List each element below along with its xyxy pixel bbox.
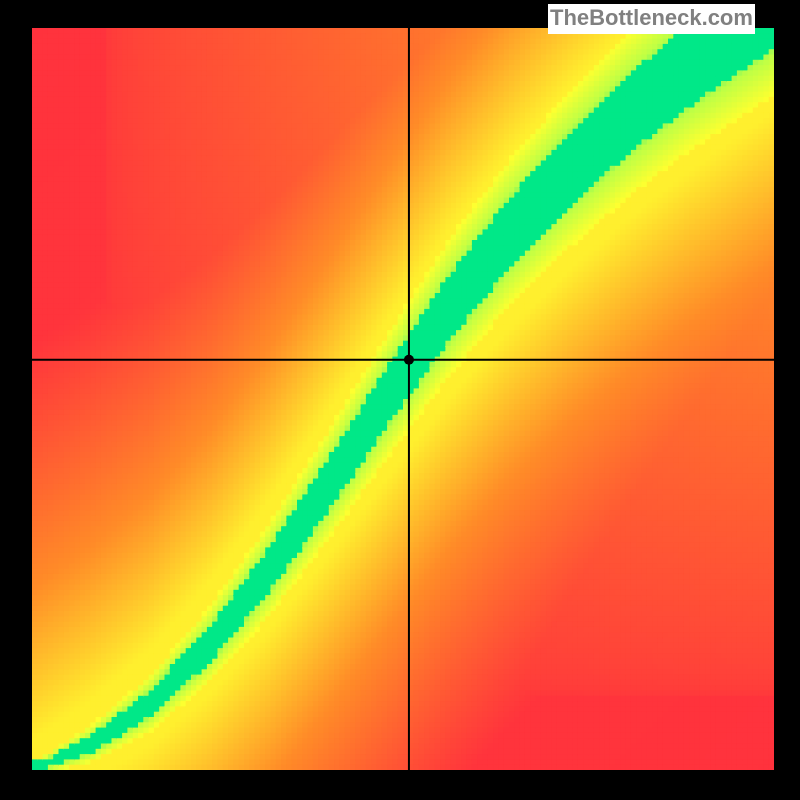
bottleneck-heatmap [0,0,800,800]
watermark-text: TheBottleneck.com [548,4,755,34]
chart-container: TheBottleneck.com [0,0,800,800]
